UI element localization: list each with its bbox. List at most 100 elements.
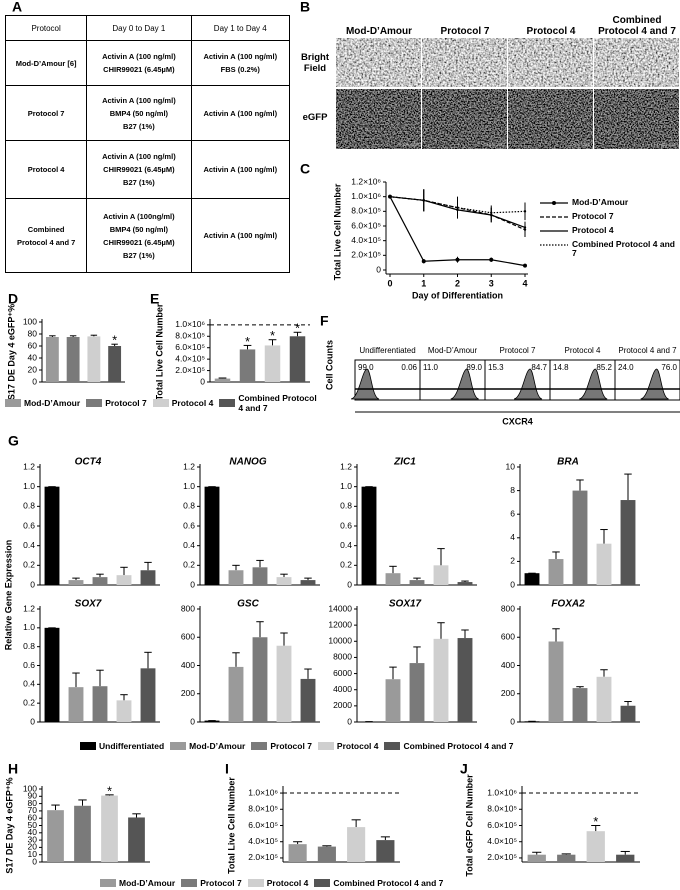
y-tick-label: 40 (28, 352, 38, 362)
bar (128, 817, 145, 862)
y-tick-label: 20 (28, 842, 38, 852)
scale-bar-label: 0 µm 250 (485, 142, 504, 147)
table-header-cell: Protocol (4, 15, 88, 41)
y-axis-label: Total eGFP Cell Number (464, 774, 474, 877)
y-tick-label: 0 (190, 716, 195, 726)
y-tick-label: 6 (510, 508, 515, 518)
bar (228, 666, 244, 722)
legend-swatch (100, 879, 116, 887)
chart-title: FOXA2 (551, 599, 585, 610)
bar (140, 570, 156, 585)
bar (68, 580, 84, 585)
legend-item: Combined Protocol 4 and 7 (384, 741, 514, 751)
legend-label: Protocol 4 (266, 878, 309, 888)
table-cell: Protocol 7 (4, 85, 88, 141)
scale-bar-label: 0 µm 250 (657, 80, 676, 85)
micrograph (594, 38, 679, 87)
data-point (489, 257, 494, 262)
y-tick-label: 1.0×10⁶ (175, 319, 205, 329)
y-tick-label: 8 (510, 485, 515, 495)
y-tick-label: 0 (376, 264, 381, 274)
cell-line: Activin A (100 ng/ml) (203, 231, 278, 240)
y-tick-label: 600 (181, 632, 195, 642)
micrograph (594, 89, 679, 149)
y-tick-label: 100 (23, 783, 37, 793)
panel-letter: A (12, 0, 22, 15)
panel-letter: C (300, 161, 310, 177)
y-tick-label: 100 (23, 316, 37, 326)
bar (228, 570, 244, 585)
y-axis-label: Relative Gene Expression (3, 540, 13, 651)
data-point (523, 210, 527, 213)
y-tick-label: 30 (28, 834, 38, 844)
histogram-peak (640, 368, 669, 400)
scale-bar-label: 0 µm 250 (571, 80, 590, 85)
cell-line: Protocol 4 (27, 165, 65, 174)
table-row: Mod-D’Amour [6] Activin A (100 ng/ml) CHIR… (4, 40, 291, 86)
cell-line: Combined (27, 224, 65, 234)
table-header-cell: Day 1 to Day 4 (190, 15, 291, 41)
cell-line: CHIR99021 (6.45µM) (103, 237, 175, 247)
data-point (455, 257, 460, 262)
y-tick-label: 0.6 (183, 520, 195, 530)
y-tick-label: 2.0×10⁵ (487, 852, 517, 862)
percent-label: 89.0 (466, 363, 482, 372)
legend-label: Protocol 4 (336, 741, 379, 751)
bar (276, 577, 292, 585)
y-tick-label: 1.0×10⁶ (248, 787, 278, 797)
bar (239, 349, 256, 382)
bar (524, 721, 540, 722)
legend-item: Combined Protocol 4 and 7 (314, 878, 443, 888)
y-tick-label: 1.2 (340, 461, 352, 471)
table-cell: Activin A (100 ng/ml) BMP4 (50 ng/ml) B27 … (86, 85, 192, 141)
table-row: Combined Protocol 4 and 7 Activin A (100ng… (4, 198, 291, 273)
y-tick-label: 4 (510, 532, 515, 542)
bar (433, 638, 449, 722)
bar (288, 844, 307, 862)
y-tick-label: 80 (28, 798, 38, 808)
chart-title: GSC (237, 599, 259, 610)
bar (409, 663, 425, 722)
y-tick-label: 0 (510, 716, 515, 726)
y-tick-label: 400 (181, 660, 195, 670)
bar (289, 336, 306, 382)
legend-swatch (251, 742, 268, 750)
legend-marker (552, 201, 556, 205)
histogram-peak (513, 368, 543, 400)
y-tick-label: 1.0 (23, 622, 35, 632)
panel-letter: J (460, 761, 468, 777)
bar (457, 582, 473, 585)
bar (92, 686, 108, 722)
legend-swatch (317, 742, 334, 750)
bar (433, 565, 449, 585)
table-cell: Activin A (100 ng/ml) FBS (0.2%) (190, 40, 291, 86)
x-tick-label: 3 (489, 278, 494, 288)
chart-title: NANOG (229, 457, 266, 468)
scale-bar-label: 0 µm 250 (399, 80, 418, 85)
legend-label: Protocol 7 (270, 741, 312, 751)
y-tick-label: 0.8 (23, 501, 35, 511)
percent-label: 24.0 (618, 363, 634, 372)
bar (596, 676, 612, 722)
y-tick-label: 8.0×10⁵ (351, 206, 381, 216)
y-tick-label: 0 (347, 579, 352, 589)
y-tick-label: 4.0×10⁵ (248, 836, 278, 846)
micrograph (336, 89, 421, 149)
cell-line: Activin A (100 ng/ml) (203, 165, 278, 174)
legend-item: Mod-D’Amour (170, 741, 245, 751)
y-tick-label: 8.0×10⁵ (248, 804, 278, 814)
column-header: Combined Protocol 4 and 7 (598, 15, 676, 37)
bar (264, 345, 281, 382)
y-tick-label: 0.6 (340, 520, 352, 530)
bar (252, 567, 268, 585)
protocol-table: Protocol Day 0 to Day 1 Day 1 to Day 4 Mod-… (4, 15, 291, 273)
y-tick-label: 6.0×10⁵ (175, 342, 205, 352)
histogram-peak (579, 368, 608, 400)
y-tick-label: 0 (30, 716, 35, 726)
panel-letter: I (225, 761, 229, 777)
bar (116, 575, 132, 585)
bar (548, 559, 564, 585)
bar (108, 346, 122, 382)
y-tick-label: 90 (28, 791, 38, 801)
micrograph (422, 38, 507, 87)
